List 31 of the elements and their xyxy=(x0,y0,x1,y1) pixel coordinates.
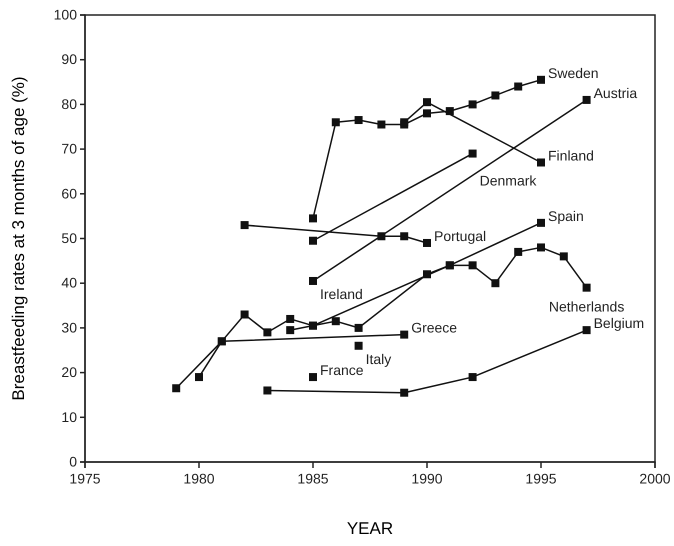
y-tick-label: 70 xyxy=(61,140,78,157)
annotation: France xyxy=(320,362,364,378)
x-tick-label: 1995 xyxy=(525,470,557,487)
x-tick-label: 1990 xyxy=(411,470,443,487)
annotation: Finland xyxy=(548,148,594,164)
annotation: Italy xyxy=(366,350,392,367)
annotation: Belgium xyxy=(594,315,644,332)
y-tick-label: 50 xyxy=(61,230,78,246)
x-tick-label: 2000 xyxy=(639,470,671,487)
y-tick-label: 90 xyxy=(61,51,78,68)
annotation: Greece xyxy=(411,320,458,336)
y-tick-label: 10 xyxy=(61,408,78,425)
y-tick-label: 0 xyxy=(69,453,78,470)
y-tick-label: 60 xyxy=(61,185,78,202)
annotation: Denmark xyxy=(480,172,538,189)
x-tick-label: 1985 xyxy=(297,470,329,487)
x-tick-label: 1975 xyxy=(69,470,101,487)
annotation: Netherlands xyxy=(548,298,624,315)
annotation: Spain xyxy=(548,208,584,224)
y-tick-label: 30 xyxy=(61,319,78,336)
y-tick-label: 40 xyxy=(61,274,78,291)
y-axis-title: Breastfeeding rates at 3 months of age (%) xyxy=(9,76,28,401)
x-tick-label: 1980 xyxy=(183,470,215,487)
y-tick-label: 100 xyxy=(54,6,78,22)
y-tick-label: 80 xyxy=(61,96,78,112)
annotation: Sweden xyxy=(548,64,599,81)
annotation: Austria xyxy=(594,84,638,101)
annotation: Ireland xyxy=(320,286,363,302)
x-axis-title: YEAR xyxy=(346,519,394,538)
y-tick-label: 20 xyxy=(61,364,78,380)
annotation: Portugal xyxy=(434,228,486,244)
